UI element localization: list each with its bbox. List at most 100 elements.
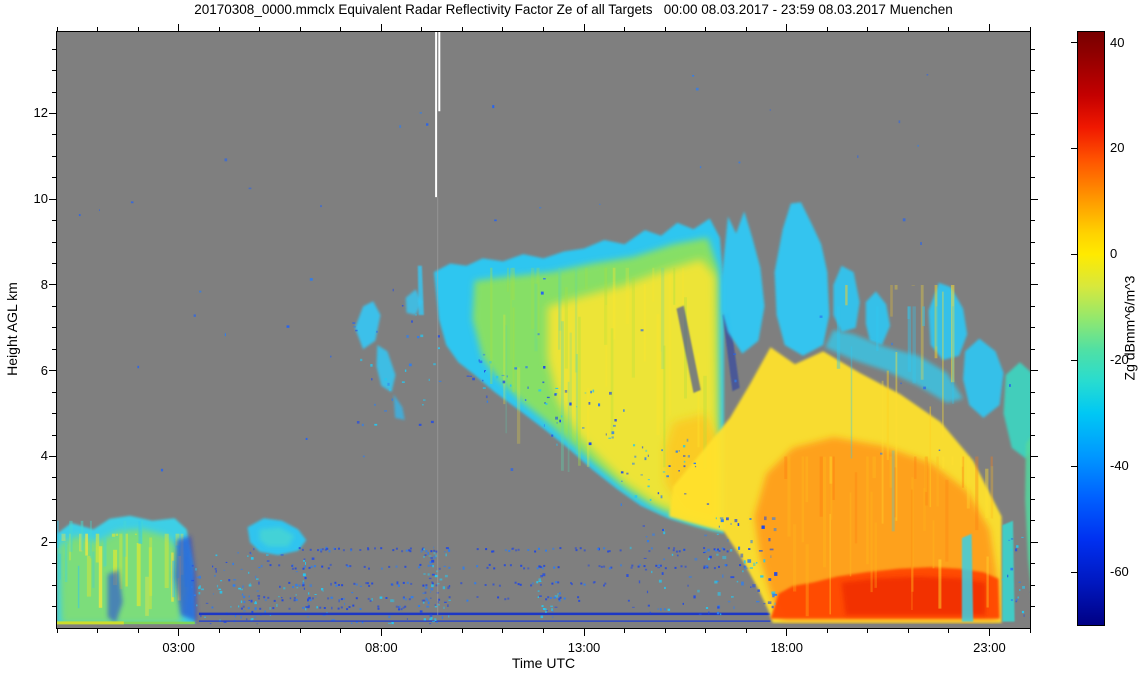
x-tick-top xyxy=(56,27,58,31)
x-tick-top xyxy=(178,24,180,31)
y-tick-right xyxy=(1031,584,1035,586)
x-tick xyxy=(421,629,423,633)
y-tick xyxy=(52,434,56,436)
y-tick xyxy=(52,70,56,72)
y-tick xyxy=(52,327,56,329)
colorbar-tick xyxy=(1071,42,1077,44)
x-tick-top xyxy=(988,24,990,31)
colorbar-tick xyxy=(1071,571,1077,573)
reflectivity-heatmap xyxy=(57,32,1030,628)
colorbar-tick-label: -40 xyxy=(1110,458,1129,474)
x-tick xyxy=(259,629,261,633)
x-tick-top xyxy=(705,27,707,31)
y-tick-right xyxy=(1031,477,1035,479)
y-tick xyxy=(52,498,56,500)
colorbar-label-box: Zg dBmm^6/m^3 xyxy=(1116,31,1142,624)
y-tick xyxy=(49,198,56,200)
x-tick xyxy=(543,629,544,633)
y-tick-right xyxy=(1031,220,1035,222)
x-tick xyxy=(624,629,626,633)
y-tick-right xyxy=(1031,520,1035,522)
y-tick xyxy=(52,305,56,307)
y-tick-right xyxy=(1031,563,1035,565)
x-tick-top xyxy=(259,27,261,31)
x-tick-top xyxy=(380,24,382,31)
x-tick-top xyxy=(1029,27,1031,31)
x-tick-top xyxy=(786,24,788,31)
y-tick xyxy=(49,284,56,286)
x-tick xyxy=(583,629,585,636)
x-tick-top xyxy=(745,27,747,31)
x-tick-top xyxy=(97,27,99,31)
y-tick-right xyxy=(1031,241,1035,243)
x-tick xyxy=(786,629,788,636)
x-tick-top xyxy=(461,27,463,31)
y-tick xyxy=(52,263,56,265)
y-tick xyxy=(52,134,56,136)
x-tick-top xyxy=(299,27,301,31)
y-tick-right xyxy=(1031,606,1035,608)
x-tick-top xyxy=(502,27,504,31)
y-tick-right xyxy=(1031,155,1035,157)
y-tick xyxy=(49,455,56,457)
y-tick xyxy=(52,177,56,179)
y-tick-right xyxy=(1031,327,1035,329)
x-tick-top xyxy=(664,27,666,31)
x-tick xyxy=(1029,629,1031,633)
y-tick-right xyxy=(1031,112,1038,114)
y-tick xyxy=(52,606,56,608)
x-tick-label: 13:00 xyxy=(567,640,601,655)
plot-area xyxy=(56,31,1031,629)
y-tick-right xyxy=(1031,134,1035,136)
x-tick-top xyxy=(218,27,220,31)
x-tick-top xyxy=(340,27,342,31)
x-tick-label: 23:00 xyxy=(973,640,1006,655)
x-tick xyxy=(907,629,909,633)
y-tick xyxy=(49,370,56,372)
x-tick xyxy=(97,629,99,633)
y-tick-right xyxy=(1031,198,1038,200)
x-tick xyxy=(948,629,950,633)
y-tick-right xyxy=(1031,284,1038,286)
y-tick-right xyxy=(1031,391,1035,393)
y-tick-label: 10 xyxy=(33,191,48,207)
x-tick-top xyxy=(421,27,423,31)
x-tick xyxy=(867,629,869,633)
y-tick-right xyxy=(1031,413,1035,415)
y-tick xyxy=(52,413,56,415)
y-tick xyxy=(52,241,56,243)
colorbar-tick-label: 40 xyxy=(1110,34,1125,50)
x-tick xyxy=(137,629,139,633)
x-tick xyxy=(745,629,747,633)
x-tick xyxy=(218,629,220,633)
colorbar-tick xyxy=(1071,147,1077,149)
x-axis-label: Time UTC xyxy=(511,655,576,671)
y-tick xyxy=(52,477,56,479)
y-tick-right xyxy=(1031,541,1038,543)
colorbar-tick-label: -20 xyxy=(1110,352,1129,368)
y-tick xyxy=(52,520,56,522)
x-tick-top xyxy=(867,27,869,31)
x-tick xyxy=(299,629,301,633)
y-tick xyxy=(52,91,56,93)
x-tick xyxy=(502,629,504,633)
x-tick xyxy=(988,629,990,636)
y-tick xyxy=(49,112,56,114)
y-tick xyxy=(52,584,56,586)
x-tick xyxy=(178,629,180,636)
y-tick-right xyxy=(1031,348,1035,350)
y-tick-right xyxy=(1031,370,1038,372)
x-tick xyxy=(461,629,463,633)
x-tick xyxy=(664,629,666,633)
x-tick-top xyxy=(543,27,544,31)
y-tick-label: 8 xyxy=(40,276,48,292)
y-tick xyxy=(52,391,56,393)
y-tick-right xyxy=(1031,263,1035,265)
colorbar-tick xyxy=(1071,465,1077,467)
y-tick-right xyxy=(1031,48,1035,50)
y-tick-right xyxy=(1031,70,1035,72)
y-tick xyxy=(52,220,56,222)
y-tick xyxy=(49,541,56,543)
x-tick-label: 03:00 xyxy=(162,640,195,655)
